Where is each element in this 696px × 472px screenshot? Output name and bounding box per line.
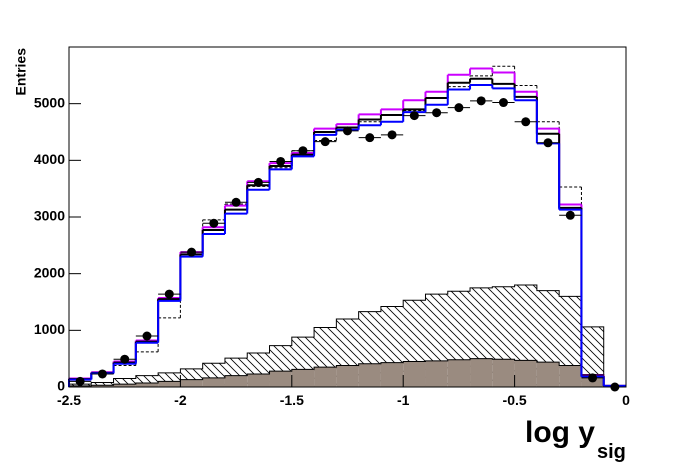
point xyxy=(588,373,598,383)
point xyxy=(209,218,219,228)
bin xyxy=(403,361,426,387)
x-axis-label-sub: sig xyxy=(597,441,626,463)
point xyxy=(253,177,263,187)
point xyxy=(164,289,174,299)
bin xyxy=(492,359,515,387)
y-tick-label: 4000 xyxy=(34,151,65,167)
bin xyxy=(247,373,270,387)
bin xyxy=(447,359,471,387)
point xyxy=(476,96,486,106)
point xyxy=(231,197,241,207)
bin xyxy=(291,369,315,387)
bin xyxy=(158,381,181,387)
bin xyxy=(470,358,493,387)
bin xyxy=(113,378,136,387)
bin xyxy=(536,362,560,387)
point xyxy=(97,369,107,379)
bin xyxy=(581,326,604,387)
point xyxy=(298,146,308,156)
x-tick-label: -0.5 xyxy=(503,392,527,408)
point xyxy=(432,108,442,118)
point xyxy=(498,98,508,108)
point xyxy=(454,103,464,113)
x-tick-label: -2.5 xyxy=(57,392,81,408)
bin xyxy=(559,365,582,387)
bin xyxy=(314,367,337,387)
x-tick-label: -1.5 xyxy=(280,392,304,408)
bin xyxy=(224,375,248,387)
bin xyxy=(180,379,203,387)
bin xyxy=(69,385,92,387)
bin xyxy=(91,385,114,387)
x-tick-label: -1 xyxy=(397,392,410,408)
plot-area xyxy=(68,65,626,392)
bin xyxy=(269,371,292,387)
point xyxy=(276,156,286,166)
bin xyxy=(91,382,114,387)
y-axis-label: Entries xyxy=(13,48,29,96)
bin xyxy=(113,384,136,387)
bin xyxy=(135,375,159,387)
y-tick-label: 0 xyxy=(57,378,65,394)
point xyxy=(521,117,531,127)
bin xyxy=(336,365,359,387)
point xyxy=(142,331,152,341)
point xyxy=(565,210,575,220)
y-tick-label: 2000 xyxy=(34,264,65,280)
bin xyxy=(425,360,448,387)
y-tick-label: 5000 xyxy=(34,94,65,110)
bin-outline xyxy=(68,284,626,388)
point xyxy=(75,376,85,386)
bin xyxy=(559,296,582,387)
bin xyxy=(135,383,159,387)
point xyxy=(365,133,375,143)
x-axis-label: log y xyxy=(525,416,595,449)
bin-outline xyxy=(68,358,626,388)
y-tick-label: 1000 xyxy=(34,321,65,337)
point xyxy=(543,138,553,148)
point xyxy=(120,354,130,364)
point xyxy=(409,111,419,121)
x-tick-label: 0 xyxy=(622,392,630,408)
bin xyxy=(202,377,225,387)
point xyxy=(387,130,397,140)
bin xyxy=(380,362,404,387)
bin xyxy=(514,360,537,387)
bin xyxy=(358,363,381,387)
point xyxy=(343,126,352,136)
point xyxy=(187,247,197,257)
point xyxy=(320,137,330,147)
x-tick-label: -2 xyxy=(174,392,187,408)
y-tick-label: 3000 xyxy=(34,208,65,224)
